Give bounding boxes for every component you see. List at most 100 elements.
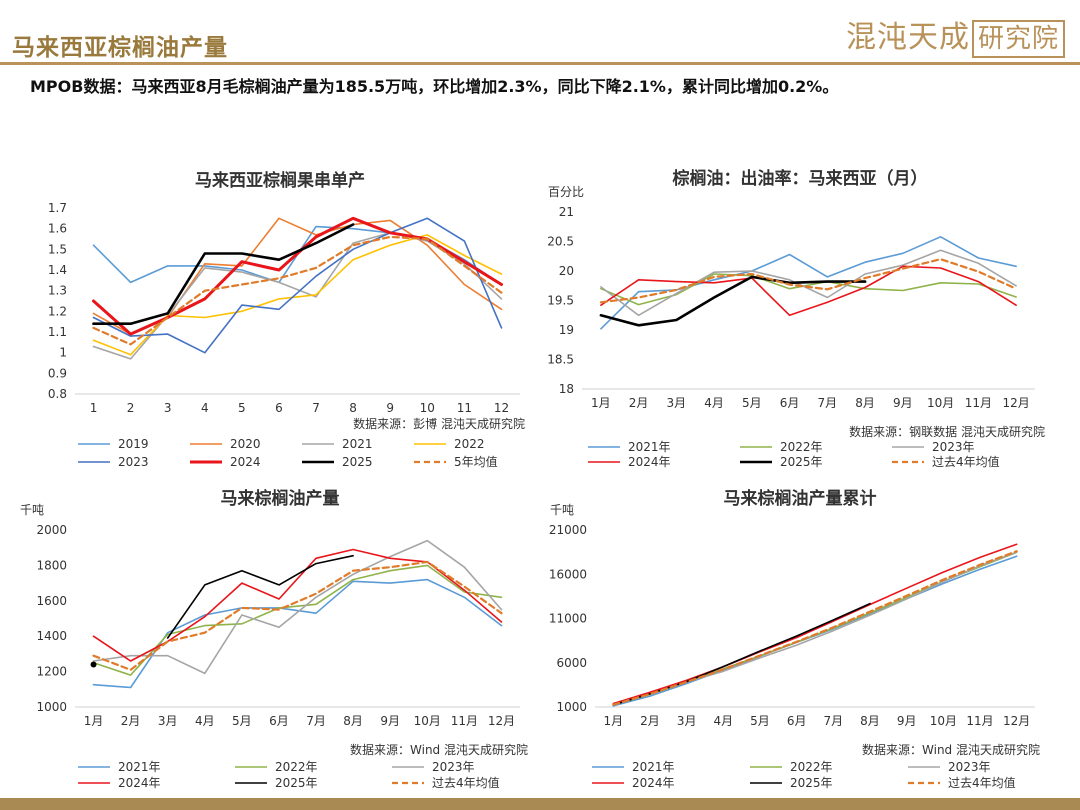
logo: 混沌天成 研究院 — [846, 12, 1066, 58]
y-tick-label: 1800 — [36, 558, 67, 572]
series-line-5 — [612, 602, 871, 706]
series-line-5 — [92, 217, 503, 354]
x-tick-label: 1 — [90, 401, 98, 415]
series-line-1 — [92, 225, 503, 286]
x-tick-label: 3月 — [667, 396, 687, 410]
x-tick-label: 2月 — [629, 396, 649, 410]
y-tick-label: 1.3 — [48, 284, 67, 298]
chart-oil-extraction: 棕榈油：出油率：马来西亚（月） 百分比 18 18.5 19 19.5 20 20.5 21 1月… — [547, 168, 1045, 469]
x-tick-label: 3 — [164, 401, 172, 415]
legend-label: 5年均值 — [454, 454, 498, 469]
y-tick-label: 1.1 — [48, 325, 67, 339]
legend-label: 2025年 — [780, 455, 823, 469]
y-tick-label: 1.2 — [48, 304, 67, 318]
y-tick-label: 19 — [559, 323, 574, 337]
y-tick-label: 18.5 — [547, 353, 574, 367]
y-tick-label: 1400 — [36, 629, 67, 643]
x-tick-label: 6月 — [787, 714, 807, 728]
y-tick-label: 1.5 — [48, 242, 67, 256]
legend-label: 2024年 — [628, 455, 671, 469]
legend-label: 2024年 — [118, 776, 161, 790]
x-tick-label: 8月 — [343, 714, 363, 728]
x-tick-label: 12月 — [1002, 396, 1029, 410]
x-tick-label: 3月 — [677, 714, 697, 728]
y-tick-label: 1200 — [36, 665, 67, 679]
y-tick-label: 20.5 — [547, 235, 574, 249]
series-line-6 — [92, 560, 503, 671]
series-line-5 — [599, 275, 867, 327]
series-line-1 — [612, 555, 1018, 707]
legend-label: 2022 — [454, 437, 485, 451]
series-line-4 — [92, 234, 503, 356]
unit-label: 百分比 — [548, 185, 584, 199]
y-tick-label: 1000 — [556, 700, 587, 714]
y-tick-label: 6000 — [556, 656, 587, 670]
y-tick-label: 0.8 — [48, 387, 67, 401]
legend-label: 2019 — [118, 437, 149, 451]
x-tick-label: 7 — [312, 401, 320, 415]
x-tick-label: 5月 — [742, 396, 762, 410]
y-tick-label: 1.6 — [48, 222, 67, 236]
series-line-6 — [612, 550, 1018, 706]
logo-text: 混沌天成 — [846, 20, 970, 55]
legend-label: 2021年 — [632, 760, 675, 774]
y-tick-label: 1600 — [36, 594, 67, 608]
y-tick-label: 11000 — [549, 612, 587, 626]
x-tick-label: 9月 — [897, 714, 917, 728]
series-line-4 — [92, 548, 503, 662]
source-note: 数据来源：钢联数据 混沌天成研究院 — [849, 424, 1045, 439]
series-line-7 — [92, 223, 355, 325]
y-tick-label: 20 — [559, 264, 574, 278]
series-line-8 — [92, 235, 503, 346]
legend-label: 2021年 — [628, 440, 671, 454]
x-tick-label: 11月 — [451, 714, 478, 728]
summary-text: MPOB数据：马来西亚8月毛棕榈油产量为185.5万吨，环比增加2.3%，同比下… — [30, 77, 839, 96]
legend-label: 2022年 — [790, 760, 833, 774]
x-tick-label: 7月 — [306, 714, 326, 728]
source-note: 数据来源：彭博 混沌天成研究院 — [353, 416, 525, 431]
chart-title: 马来棕榈油产量 — [221, 488, 340, 509]
legend-label: 2022年 — [275, 760, 318, 774]
x-tick-label: 12月 — [1003, 714, 1030, 728]
unit-label: 千吨 — [20, 503, 44, 517]
legend-label: 2022年 — [780, 440, 823, 454]
x-tick-label: 8 — [349, 401, 357, 415]
y-tick-label: 18 — [559, 382, 574, 396]
x-tick-label: 7月 — [818, 396, 838, 410]
footer-bar — [0, 798, 1080, 810]
x-tick-label: 5 — [238, 401, 246, 415]
y-tick-label: 2000 — [36, 523, 67, 537]
legend-label: 过去4年均值 — [432, 775, 500, 790]
y-tick-label: 1.4 — [48, 263, 67, 277]
source-note: 数据来源：Wind 混沌天成研究院 — [350, 742, 528, 757]
x-tick-label: 3月 — [158, 714, 178, 728]
legend-label: 2025 — [342, 455, 373, 469]
y-tick-label: 0.9 — [48, 366, 67, 380]
legend-label: 过去4年均值 — [932, 454, 1000, 469]
chart-title: 马来棕榈油产量累计 — [724, 488, 877, 509]
y-tick-label: 19.5 — [547, 294, 574, 308]
x-tick-label: 12月 — [488, 714, 515, 728]
x-tick-label: 11月 — [965, 396, 992, 410]
x-tick-label: 1月 — [591, 396, 611, 410]
x-tick-label: 2月 — [640, 714, 660, 728]
series-line-2 — [92, 564, 503, 676]
legend-label: 2020 — [230, 437, 261, 451]
series-line-4 — [612, 543, 1018, 705]
x-tick-label: 5月 — [232, 714, 252, 728]
y-tick-label: 21 — [559, 205, 574, 219]
x-tick-label: 1月 — [84, 714, 104, 728]
series-point-5 — [90, 661, 97, 668]
y-tick-label: 16000 — [549, 567, 587, 581]
series-line-3 — [600, 249, 1017, 317]
x-tick-label: 4 — [201, 401, 209, 415]
x-tick-label: 10月 — [414, 714, 441, 728]
x-tick-label: 9月 — [893, 396, 913, 410]
legend-label: 2024 — [230, 455, 261, 469]
x-tick-label: 8月 — [855, 396, 875, 410]
x-tick-label: 1月 — [604, 714, 624, 728]
x-tick-label: 9月 — [380, 714, 400, 728]
series-line-1 — [92, 578, 503, 689]
x-tick-label: 6月 — [269, 714, 289, 728]
